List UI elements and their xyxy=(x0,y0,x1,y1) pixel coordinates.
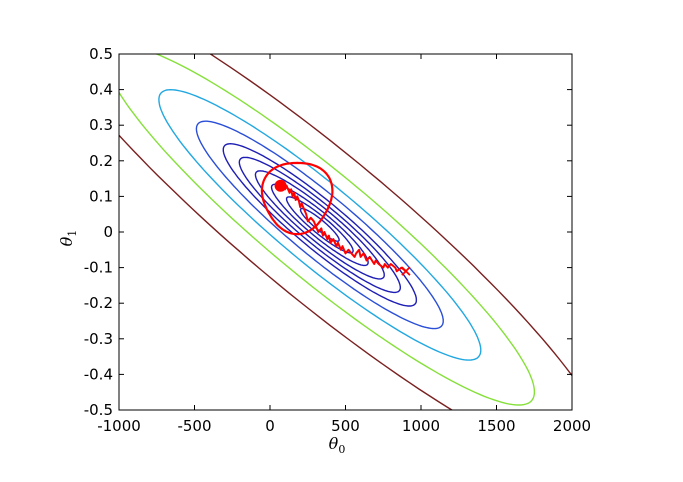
x-tick-label: 500 xyxy=(331,417,360,435)
contour-line xyxy=(222,142,418,307)
y-tick-label: 0.3 xyxy=(89,116,113,134)
y-tick-label: 0.4 xyxy=(89,81,113,99)
contour-line xyxy=(238,156,401,294)
x-tick-labels: -1000 -500 0 500 1000 1500 2000 xyxy=(97,417,591,435)
contour-lines xyxy=(119,54,572,410)
contour-line xyxy=(119,54,536,406)
x-axis-label-subscript: 0 xyxy=(338,443,345,456)
x-axis-label-main: θ xyxy=(329,434,339,453)
descent-path xyxy=(282,184,407,273)
x-axis-label: θ0 xyxy=(329,434,346,456)
y-tick-label: 0 xyxy=(103,223,113,241)
x-tick-label: 1500 xyxy=(477,417,515,435)
descent-path-layer xyxy=(260,161,411,276)
x-tick-label: -1000 xyxy=(97,417,141,435)
x-tick-label: 1000 xyxy=(402,417,440,435)
y-tick-label: -0.3 xyxy=(84,330,113,348)
contour-line xyxy=(119,54,572,410)
axis-ticks xyxy=(118,53,573,411)
y-tick-label: -0.5 xyxy=(84,401,113,419)
y-axis-label: θ1 xyxy=(57,230,79,247)
y-tick-label: 0.2 xyxy=(89,152,113,170)
contour-line xyxy=(195,120,444,330)
y-tick-labels: 0.5 0.4 0.3 0.2 0.1 0 -0.1 -0.2 -0.3 -0.4 -0.5 xyxy=(84,45,113,419)
y-tick-label: -0.1 xyxy=(84,259,113,277)
y-axis-label-subscript: 1 xyxy=(66,230,79,237)
x-tick-label: -500 xyxy=(177,417,211,435)
y-axis-label-main: θ xyxy=(57,236,76,246)
x-tick-label: 2000 xyxy=(553,417,591,435)
descent-loop xyxy=(260,161,334,236)
contour-line xyxy=(254,170,385,280)
contour-line xyxy=(270,183,369,267)
y-tick-label: -0.2 xyxy=(84,294,113,312)
y-tick-label: 0.5 xyxy=(89,45,113,63)
x-tick-label: 0 xyxy=(265,417,275,435)
start-marker xyxy=(401,266,411,276)
minimum-marker xyxy=(274,179,287,192)
contour-line xyxy=(158,88,482,361)
y-tick-label: 0.1 xyxy=(89,187,113,205)
y-tick-label: -0.4 xyxy=(84,365,113,383)
